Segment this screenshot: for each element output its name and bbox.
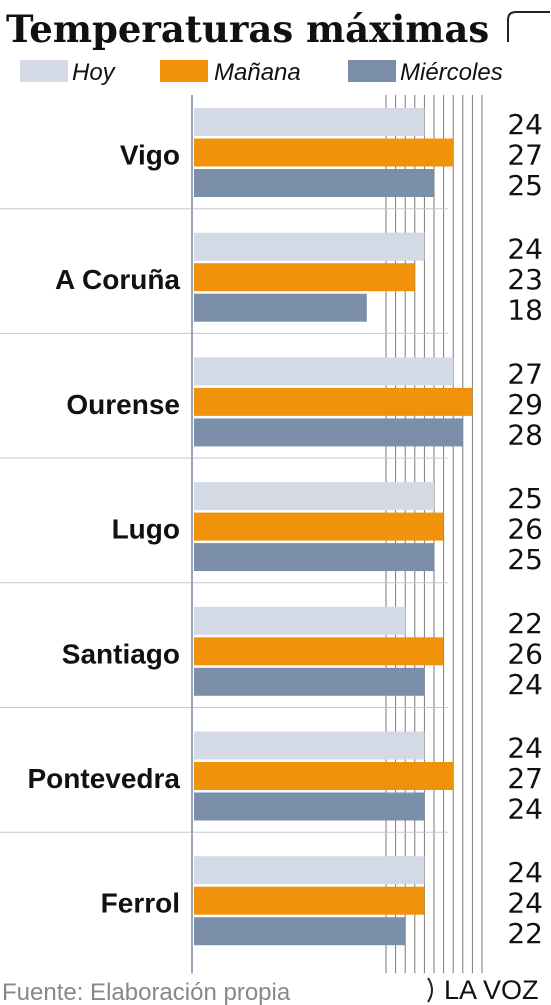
value-label: 29 <box>507 388 543 421</box>
value-labels: 2427252423182729282526252226242427242424… <box>507 108 543 950</box>
bar-3 <box>194 667 425 696</box>
bar-3 <box>194 293 367 322</box>
value-label: 24 <box>507 732 543 765</box>
bar-2 <box>194 762 454 790</box>
bar-1 <box>194 108 425 136</box>
value-label: 24 <box>507 887 543 920</box>
legend-label-3: Miércoles <box>400 59 503 86</box>
legend-label-1: Hoy <box>72 59 117 86</box>
value-label: 22 <box>507 607 543 640</box>
bar-1 <box>194 357 454 386</box>
bar-1 <box>194 482 434 511</box>
bar-3 <box>194 543 434 572</box>
category-label: Vigo <box>120 140 180 171</box>
bar-2 <box>194 637 444 666</box>
chart-title: Temperaturas máximas <box>6 7 489 51</box>
category-label: A Coruña <box>55 264 180 295</box>
category-label: Ourense <box>66 389 180 420</box>
bar-3 <box>194 418 463 447</box>
title-corner-decoration <box>507 11 550 42</box>
value-label: 18 <box>507 294 543 327</box>
bar-1 <box>194 731 425 760</box>
bar-2 <box>194 512 444 541</box>
bar-3 <box>194 917 406 946</box>
bar-3 <box>194 169 434 197</box>
bar-2 <box>194 138 454 167</box>
bar-1 <box>194 856 425 885</box>
source-note: Fuente: Elaboración propia <box>2 979 291 1005</box>
category-label: Santiago <box>62 638 180 669</box>
bar-2 <box>194 387 473 416</box>
brand-logo-text: LA VOZ <box>444 975 539 1005</box>
legend-swatch-1 <box>20 60 68 82</box>
category-labels: Vigo A Coruña Ourense Lugo Santiago Pontevedr… <box>28 140 181 919</box>
brand-bracket <box>427 977 433 1003</box>
value-label: 24 <box>507 668 543 701</box>
legend: Hoy Mañana Miércoles <box>20 59 503 86</box>
value-label: 27 <box>507 762 543 795</box>
value-label: 24 <box>507 108 543 141</box>
value-label: 22 <box>507 917 543 950</box>
bar-1 <box>194 232 425 261</box>
value-label: 25 <box>507 543 543 576</box>
value-label: 27 <box>507 357 543 390</box>
bar-2 <box>194 886 425 915</box>
value-label: 26 <box>507 513 543 546</box>
legend-label-2: Mañana <box>214 59 301 86</box>
value-label: 24 <box>507 793 543 826</box>
value-label: 25 <box>507 482 543 515</box>
bar-1 <box>194 606 406 635</box>
bar-3 <box>194 792 425 821</box>
value-label: 24 <box>507 856 543 889</box>
bar-2 <box>194 263 415 292</box>
value-label: 24 <box>507 233 543 266</box>
value-label: 23 <box>507 263 543 296</box>
category-label: Ferrol <box>101 888 180 919</box>
category-separators <box>0 208 448 833</box>
category-label: Pontevedra <box>28 763 181 794</box>
legend-swatch-2 <box>160 60 208 82</box>
legend-swatch-3 <box>348 60 396 82</box>
value-label: 25 <box>507 169 543 202</box>
value-label: 28 <box>507 418 543 451</box>
value-label: 27 <box>507 139 543 172</box>
category-label: Lugo <box>112 514 180 545</box>
value-label: 26 <box>507 637 543 670</box>
bars <box>194 108 473 946</box>
